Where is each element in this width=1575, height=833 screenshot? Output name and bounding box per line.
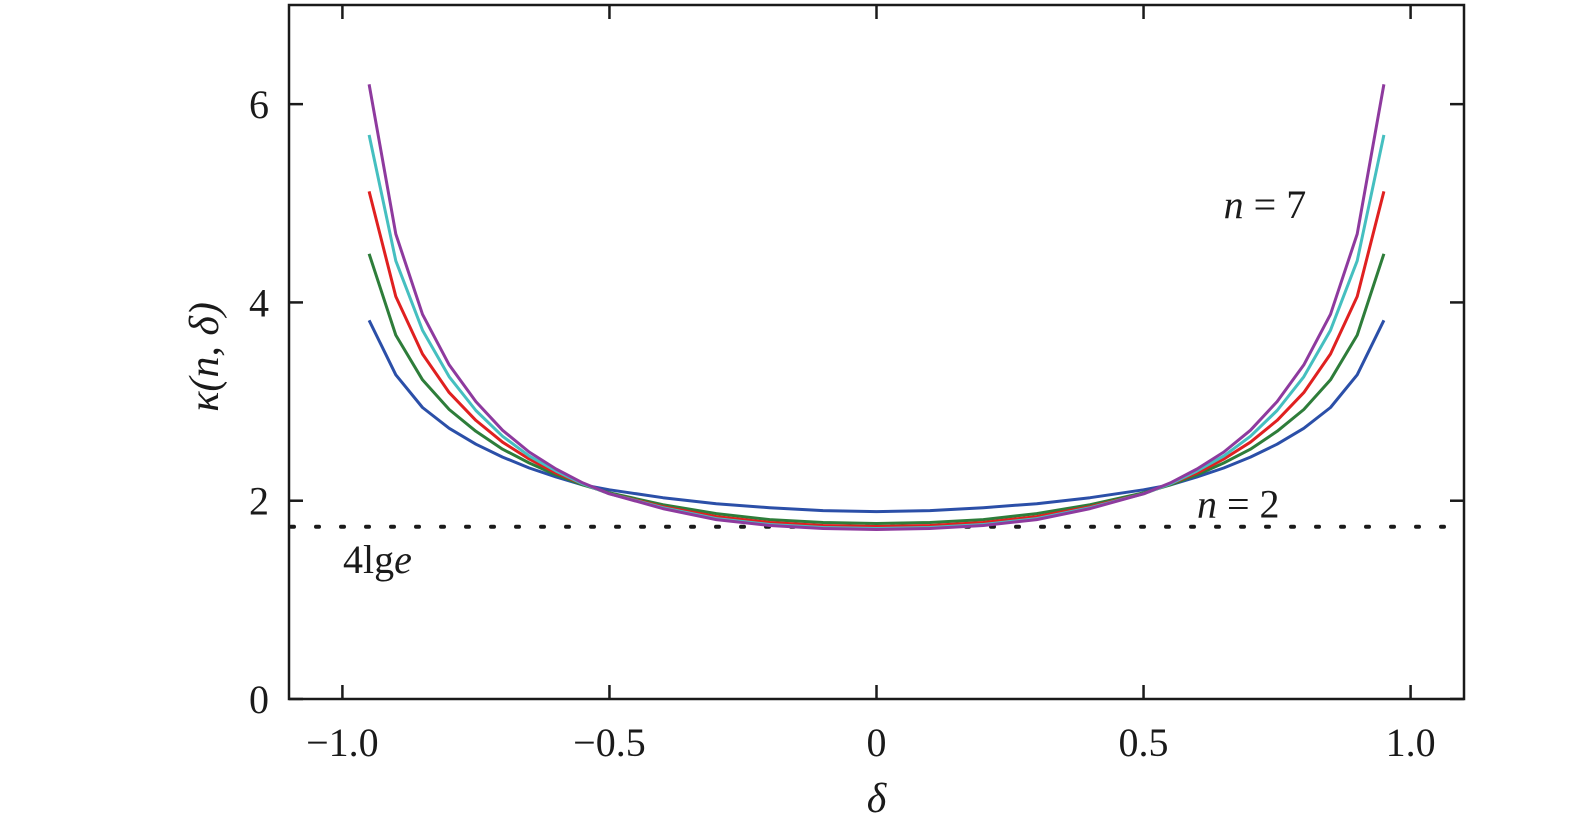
x-tick-label: −0.5 <box>573 720 646 765</box>
series-line-5 <box>367 84 1386 531</box>
annotation-n-7-var: n <box>1224 182 1244 227</box>
series-line-3 <box>367 191 1386 528</box>
x-tick-label: 1.0 <box>1386 720 1436 765</box>
annotation-n-2: n = 2 <box>1197 482 1280 527</box>
ticks-group <box>289 5 1464 701</box>
y-tick-label: 6 <box>249 82 269 127</box>
series-group <box>367 84 1386 531</box>
reference-line-label-prefix: 4lg <box>343 537 394 582</box>
x-axis-label: δ <box>867 776 888 822</box>
series-line-1 <box>367 319 1386 514</box>
y-tick-label: 2 <box>249 479 269 524</box>
annotation-n-7-text: = 7 <box>1244 182 1307 227</box>
reference-line-label: 4lge <box>343 537 412 582</box>
x-tick-label: 0.5 <box>1119 720 1169 765</box>
annotation-n-2-var: n <box>1197 482 1217 527</box>
series-line-2 <box>367 253 1386 525</box>
x-tick-label: 0 <box>867 720 887 765</box>
y-axis-label: κ(n, δ) <box>182 302 228 412</box>
reference-line-label-var: e <box>394 537 412 582</box>
annotation-n-7: n = 7 <box>1224 182 1307 227</box>
y-tick-label: 4 <box>249 280 269 325</box>
x-tick-label: −1.0 <box>306 720 379 765</box>
y-tick-label: 0 <box>249 677 269 722</box>
annotation-n-2-text: = 2 <box>1217 482 1280 527</box>
tick-labels: −1.0 −0.5 0 0.5 1.0 0 2 4 6 <box>249 82 1436 765</box>
plot-frame <box>287 3 1466 701</box>
